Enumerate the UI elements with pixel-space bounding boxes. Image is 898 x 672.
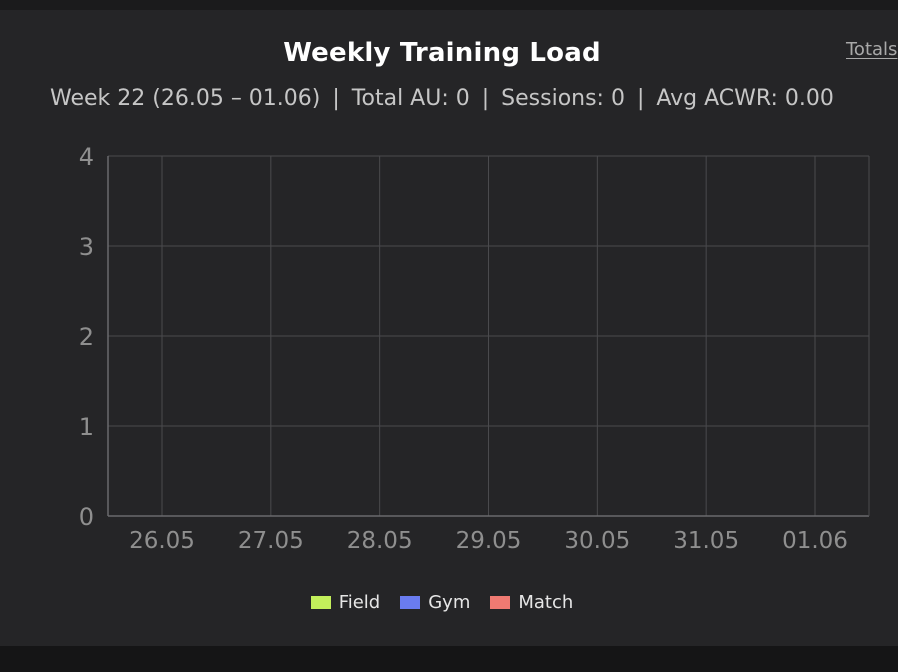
- legend-label: Field: [338, 592, 381, 613]
- week-summary: Week 22 (26.05 – 01.06) | Total AU: 0 | Sess…: [50, 86, 834, 111]
- y-tick-label: 0: [79, 503, 94, 531]
- week-range: Week 22 (26.05 – 01.06): [50, 86, 321, 111]
- legend-label: Gym: [428, 592, 471, 613]
- summary-separator: |: [332, 86, 340, 111]
- legend-item-gym[interactable]: Gym: [400, 592, 470, 613]
- x-tick-label: 01.06: [782, 528, 848, 554]
- chart-legend: Field Gym Match: [0, 592, 884, 613]
- legend-swatch: [310, 596, 331, 609]
- summary-separator: |: [636, 86, 645, 111]
- legend-swatch: [490, 596, 511, 609]
- bottom-bar: [0, 646, 898, 672]
- y-tick-label: 1: [79, 413, 94, 441]
- x-tick-label: 29.05: [456, 528, 522, 554]
- x-tick-label: 27.05: [238, 528, 304, 554]
- x-tick-label: 28.05: [347, 528, 413, 554]
- summary-separator: |: [481, 86, 490, 111]
- y-tick-label: 4: [79, 143, 94, 171]
- x-tick-label: 31.05: [673, 528, 739, 554]
- legend-label: Match: [518, 592, 574, 613]
- sessions-count: Sessions: 0: [501, 86, 625, 111]
- y-tick-label: 3: [79, 233, 94, 261]
- chart-title: Weekly Training Load: [283, 38, 601, 68]
- avg-acwr: Avg ACWR: 0.00: [656, 86, 834, 111]
- chart-panel: [0, 10, 898, 646]
- x-tick-label: 30.05: [564, 528, 630, 554]
- legend-item-field[interactable]: Field: [310, 592, 381, 613]
- total-au: Total AU: 0: [351, 86, 470, 111]
- y-tick-label: 2: [79, 323, 94, 351]
- totals-link[interactable]: Totals: [846, 39, 898, 60]
- x-tick-label: 26.05: [129, 528, 195, 554]
- legend-swatch: [400, 596, 421, 609]
- legend-item-match[interactable]: Match: [490, 592, 573, 613]
